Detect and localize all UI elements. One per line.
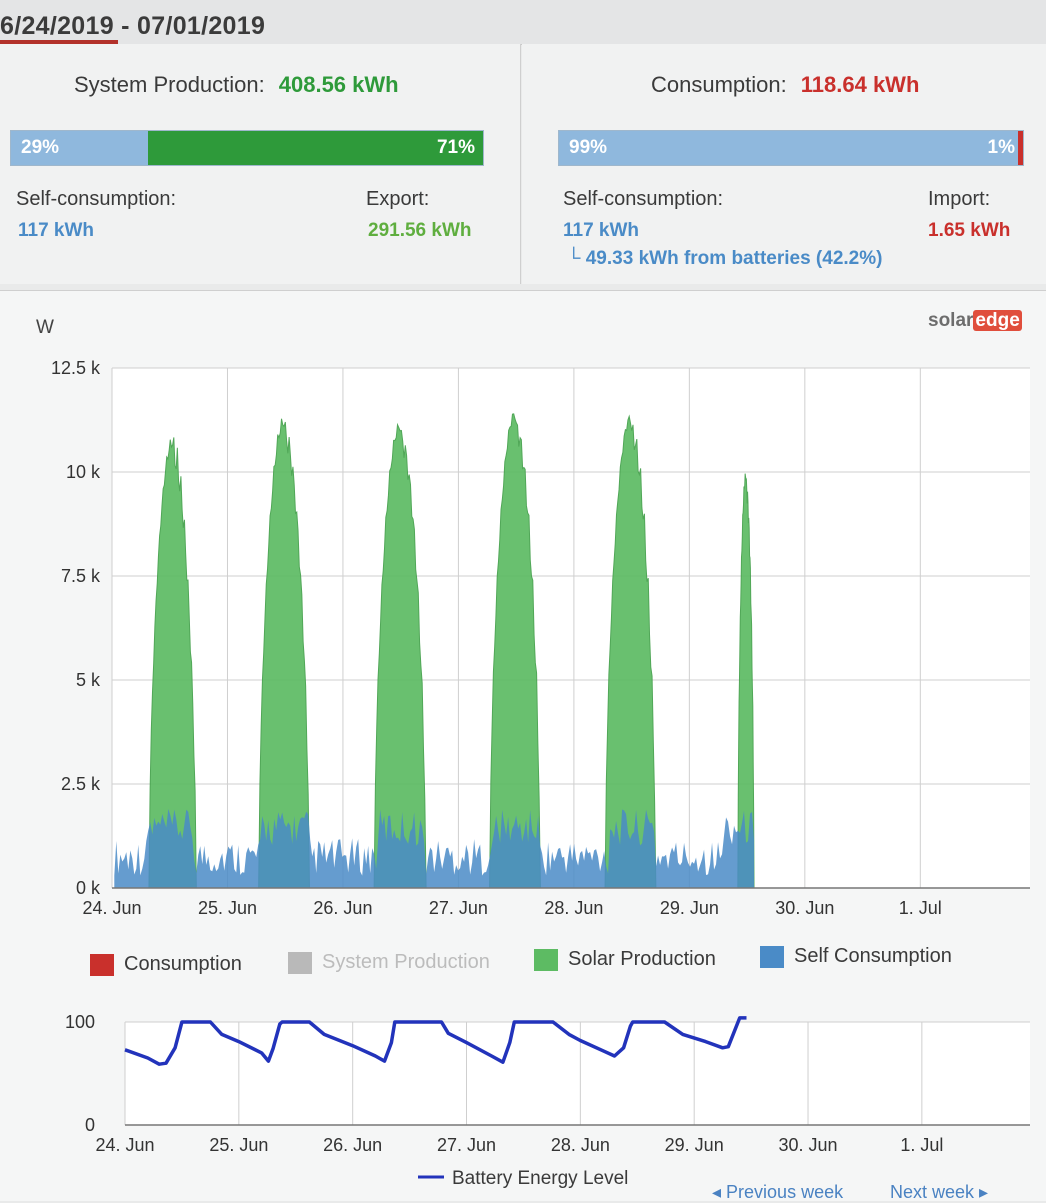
- legend-self-consumption[interactable]: Self Consumption: [760, 945, 952, 968]
- power-chart-y-axis-label: W: [36, 317, 54, 338]
- x-tick-label: 24. Jun: [82, 898, 141, 918]
- production-panel: System Production: 408.56 kWh 29% 71% Sel…: [0, 44, 521, 284]
- solar-production-area: [373, 422, 427, 889]
- legend-self-consumption-label: Self Consumption: [794, 945, 952, 967]
- self-consumption-percent: 29%: [21, 137, 60, 158]
- next-week-link[interactable]: Next week ▸: [890, 1182, 989, 1202]
- consumption-label: Consumption:: [651, 72, 787, 97]
- header-bar: 6/24/2019 - 07/01/2019: [0, 0, 1046, 45]
- export-value: 291.56 kWh: [368, 220, 472, 241]
- consumption-swatch: [90, 953, 114, 976]
- date-range-title[interactable]: 6/24/2019 - 07/01/2019: [0, 12, 266, 40]
- x-tick-label: 29. Jun: [660, 898, 719, 918]
- battery-x-tick-label: 26. Jun: [323, 1135, 382, 1155]
- battery-y-tick-label: 0: [85, 1115, 95, 1135]
- system-production-value: 408.56 kWh: [278, 72, 399, 97]
- battery-chart: 0 100 24. Jun 25. Jun 26. Jun 27. Jun 28. Jun 2…: [65, 1012, 1030, 1189]
- battery-x-tick-label: 27. Jun: [437, 1135, 496, 1155]
- battery-x-tick-label: 28. Jun: [551, 1135, 610, 1155]
- self-consumption-area: [114, 808, 755, 888]
- solar-production-area: [489, 413, 541, 889]
- consumption-value: 118.64 kWh: [800, 72, 920, 97]
- legend-consumption-label: Consumption: [124, 953, 242, 975]
- battery-x-tick-label: 24. Jun: [95, 1135, 154, 1155]
- x-tick-label: 27. Jun: [429, 898, 488, 918]
- solar-production-series: [148, 413, 755, 889]
- production-self-consumption-label: Self-consumption:: [16, 188, 177, 210]
- consumption-self-consumption-label: Self-consumption:: [563, 188, 724, 210]
- power-chart: W 0 k 2.5 k 5 k 7.5 k 10 k 12.5 k 24. Jun 25. J…: [36, 317, 1030, 918]
- y-tick-label: 0 k: [76, 878, 101, 898]
- legend-system-production[interactable]: System Production: [288, 951, 490, 974]
- import-label: Import:: [928, 188, 991, 210]
- legend-solar-production-label: Solar Production: [568, 948, 716, 970]
- x-tick-label: 28. Jun: [544, 898, 603, 918]
- system-production-swatch: [288, 951, 312, 974]
- power-plot-area: [112, 368, 1030, 888]
- y-tick-label: 10 k: [66, 462, 101, 482]
- system-production-summary: System Production: 408.56 kWh: [74, 72, 399, 98]
- y-tick-label: 2.5 k: [61, 774, 101, 794]
- self-consumption-swatch: [760, 945, 784, 968]
- y-tick-label: 12.5 k: [51, 358, 101, 378]
- y-tick-label: 5 k: [76, 670, 101, 690]
- export-percent: 71%: [436, 137, 475, 158]
- solar-production-area: [604, 414, 657, 889]
- x-tick-label: 1. Jul: [899, 898, 942, 918]
- power-chart-grid: [111, 367, 1030, 889]
- legend-system-production-label: System Production: [322, 951, 490, 973]
- consumption-summary: Consumption: 118.64 kWh: [651, 72, 919, 98]
- system-production-label: System Production:: [74, 72, 265, 97]
- self-consumption-series: [114, 808, 755, 888]
- battery-energy-line: [124, 1016, 747, 1066]
- battery-x-tick-label: 30. Jun: [778, 1135, 837, 1155]
- solar-production-area: [737, 473, 755, 889]
- y-tick-label: 7.5 k: [61, 566, 101, 586]
- export-segment: [147, 131, 483, 165]
- previous-week-link[interactable]: ◂ Previous week: [712, 1182, 844, 1202]
- legend-consumption[interactable]: Consumption: [90, 953, 242, 976]
- consumption-self-percent: 99%: [569, 137, 608, 158]
- date-range-underline: [0, 40, 118, 44]
- x-tick-label: 26. Jun: [313, 898, 372, 918]
- export-label: Export:: [366, 188, 430, 210]
- solar-production-swatch: [534, 948, 558, 971]
- solar-production-area: [148, 437, 197, 889]
- legend-solar-production[interactable]: Solar Production: [534, 948, 716, 971]
- consumption-self-consumption-value: 117 kWh: [563, 220, 640, 241]
- production-self-consumption-value: 117 kWh: [18, 220, 95, 241]
- battery-x-tick-label: 25. Jun: [209, 1135, 268, 1155]
- consumption-split-bar: 99% 1%: [558, 130, 1024, 166]
- import-value: 1.65 kWh: [928, 220, 1011, 241]
- consumption-panel: Consumption: 118.64 kWh 99% 1% Self-consu…: [522, 44, 1046, 284]
- x-tick-label: 30. Jun: [775, 898, 834, 918]
- battery-x-tick-label: 1. Jul: [900, 1135, 943, 1155]
- solaredge-logo: solar edge: [928, 310, 1022, 331]
- solar-production-area: [258, 418, 310, 889]
- battery-x-tick-label: 29. Jun: [665, 1135, 724, 1155]
- import-percent: 1%: [987, 137, 1015, 158]
- production-split-bar: 29% 71%: [10, 130, 484, 166]
- battery-y-tick-label: 100: [65, 1012, 95, 1032]
- battery-legend-label[interactable]: Battery Energy Level: [452, 1168, 628, 1189]
- power-chart-axes: 0 k 2.5 k 5 k 7.5 k 10 k 12.5 k 24. Jun 25. Jun…: [51, 358, 1030, 918]
- import-segment: [1018, 131, 1023, 165]
- battery-energy-series: [124, 1016, 747, 1066]
- x-tick-label: 25. Jun: [198, 898, 257, 918]
- from-batteries-note: └ 49.33 kWh from batteries (42.2%): [567, 248, 883, 269]
- battery-chart-axes: 0 100 24. Jun 25. Jun 26. Jun 27. Jun 28. Jun 2…: [65, 1012, 1030, 1155]
